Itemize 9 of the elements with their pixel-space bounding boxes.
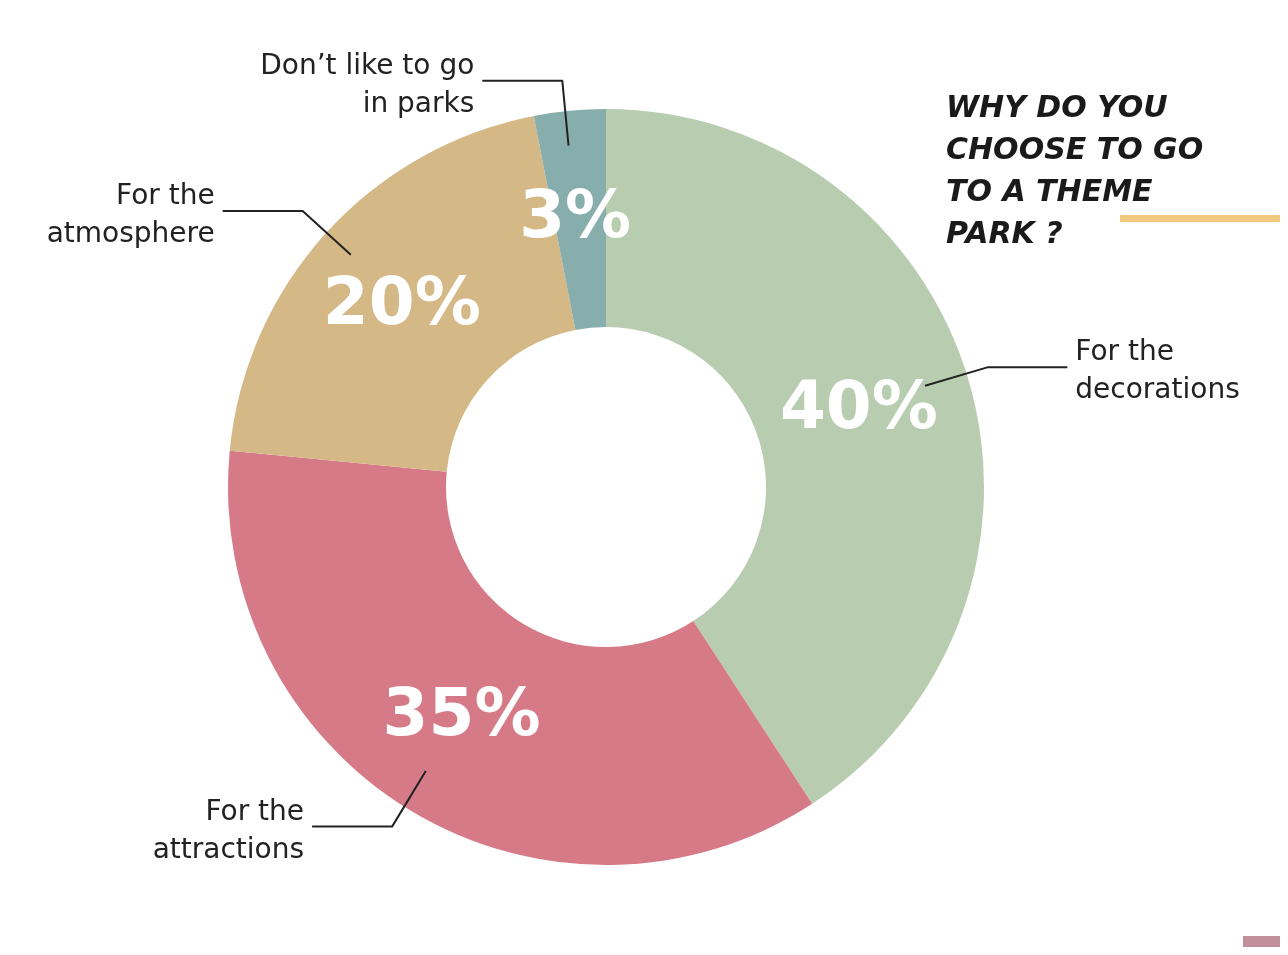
data-label: 3% (519, 175, 632, 253)
data-label: 40% (779, 366, 938, 444)
slice-label: Don’t like to go in parks (260, 47, 475, 119)
slice-label: For the atmosphere (46, 178, 215, 250)
data-label: 35% (382, 673, 541, 751)
slice-label: For the decorations (1075, 334, 1240, 406)
data-label: 20% (322, 262, 481, 340)
slice-label: For the attractions (152, 793, 305, 865)
text: WHY DO YOU CHOOSE TO GO TO A THEME PARK ? (946, 88, 1205, 252)
